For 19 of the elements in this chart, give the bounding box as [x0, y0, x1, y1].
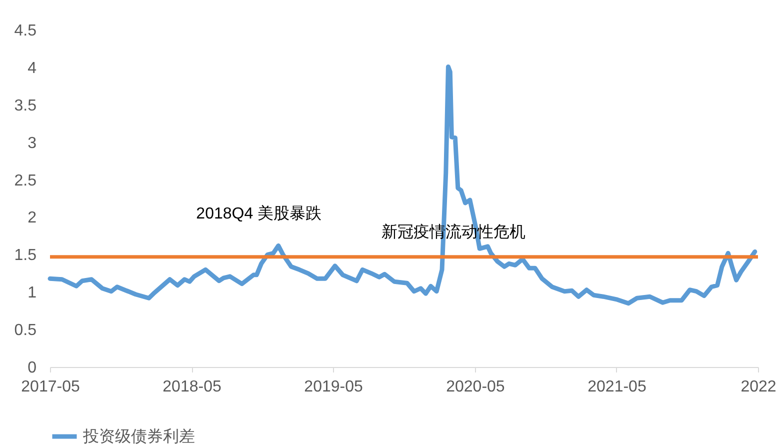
y-tick-label: 1.5 — [14, 247, 37, 264]
y-tick-label: 2.5 — [14, 172, 37, 190]
y-tick-label: 4.5 — [14, 22, 37, 40]
x-tick-label: 2022 — [740, 378, 776, 396]
y-tick-label: 4 — [28, 60, 37, 77]
y-tick-label: 3.5 — [14, 97, 37, 114]
annotation: 2018Q4 美股暴跌 — [196, 204, 322, 223]
x-tick-label: 2019-05 — [304, 378, 364, 396]
legend-label: 投资级债券利差 — [82, 428, 195, 446]
x-tick-label: 2017-05 — [21, 378, 80, 396]
y-tick-label: 2 — [28, 210, 37, 227]
x-tick-label: 2020-05 — [446, 378, 505, 396]
x-tick-label: 2021-05 — [588, 378, 646, 396]
y-tick-label: 0.5 — [14, 322, 37, 340]
x-tick-label: 2018-05 — [162, 378, 222, 396]
y-tick-label: 1 — [28, 284, 37, 302]
y-tick-label: 0 — [28, 360, 37, 376]
line-series — [48, 64, 758, 306]
y-tick-label: 3 — [28, 134, 37, 152]
